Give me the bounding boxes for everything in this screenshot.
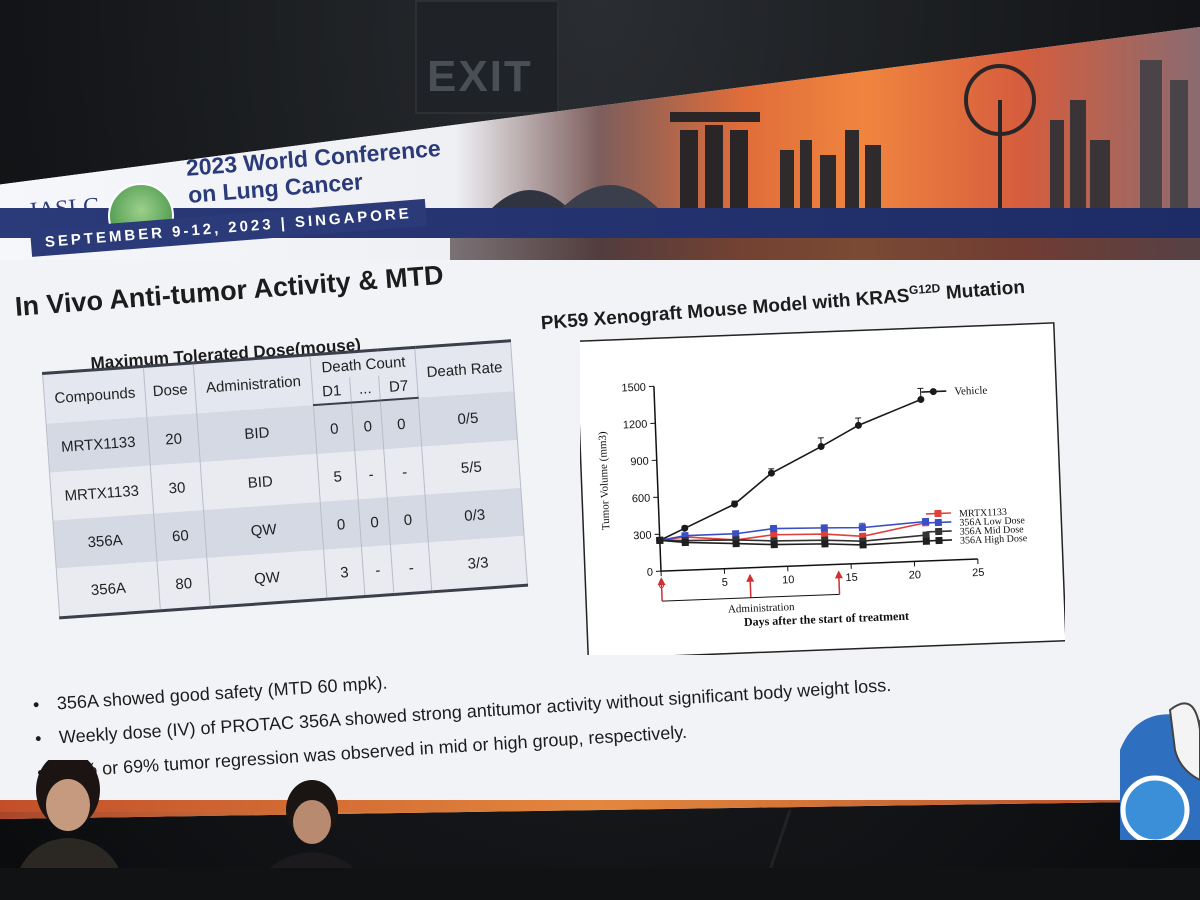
x-axis xyxy=(660,558,978,572)
x-tick-label: 10 xyxy=(782,574,795,586)
mtd-table: Compounds Dose Administration Death Coun… xyxy=(42,339,528,619)
legend-marker xyxy=(929,388,937,396)
data-point xyxy=(820,524,828,532)
panel-table-edge xyxy=(0,868,1200,900)
iaslc-logo-text: IASLC xyxy=(29,193,101,225)
data-point xyxy=(921,517,930,526)
cell-admin: QW xyxy=(203,501,324,558)
header-compounds: Compounds xyxy=(42,366,148,424)
data-point xyxy=(820,530,829,538)
cell-mid: - xyxy=(355,449,388,500)
header-administration: Administration xyxy=(193,354,314,414)
legend-marker xyxy=(934,518,942,527)
y-tick-label: 300 xyxy=(633,530,652,543)
mtd-table-body: MRTX1133 20 BID 0 0 0 0/5 MRTX1133 30 BI… xyxy=(46,391,528,618)
cell-dose: 60 xyxy=(153,510,207,562)
cell-d7: - xyxy=(383,446,426,498)
chart-frame xyxy=(580,322,1065,655)
cell-dose: 20 xyxy=(147,413,201,466)
y-tick-label: 1200 xyxy=(623,419,648,432)
cell-mid: 0 xyxy=(351,400,384,452)
cell-rate: 0/3 xyxy=(425,487,525,543)
data-point xyxy=(917,395,925,403)
tumor-volume-chart: 0300600900120015000510152025Tumor Volume… xyxy=(580,322,1065,655)
cell-admin: QW xyxy=(206,549,328,608)
x-tick-label: 25 xyxy=(972,567,985,579)
data-point xyxy=(770,540,778,549)
exit-sign-text: EXIT xyxy=(427,52,533,101)
chart-title-superscript: G12D xyxy=(908,280,941,298)
cell-d1: 3 xyxy=(323,547,366,600)
x-tick-label: 5 xyxy=(722,577,729,589)
data-point xyxy=(732,539,740,548)
cell-d7: 0 xyxy=(380,397,422,450)
data-point xyxy=(858,524,866,532)
administration-arrowhead xyxy=(746,573,755,582)
legend-label: 356A High Dose xyxy=(960,533,1028,547)
legend-marker xyxy=(934,509,942,518)
x-axis-label: Days after the start of treatment xyxy=(744,609,910,629)
data-point xyxy=(731,500,739,508)
legend-marker xyxy=(935,527,943,536)
legend-label: MRTX1133 xyxy=(959,507,1007,520)
cell-rate: 3/3 xyxy=(428,535,528,592)
y-tick-label: 0 xyxy=(647,566,654,578)
legend-marker xyxy=(935,536,943,545)
cell-mid: - xyxy=(361,545,395,597)
cell-rate: 0/5 xyxy=(418,391,518,447)
data-point xyxy=(922,537,930,545)
cell-dose: 80 xyxy=(157,557,211,611)
y-tick-label: 900 xyxy=(630,456,649,469)
data-point xyxy=(821,540,829,548)
data-point xyxy=(681,538,689,547)
data-point xyxy=(770,531,778,539)
cell-compound: 356A xyxy=(52,513,158,569)
y-tick-label: 1500 xyxy=(621,382,646,395)
header-dots: ... xyxy=(349,375,381,403)
data-point xyxy=(769,524,778,533)
header-death-rate: Death Rate xyxy=(414,340,514,398)
cell-d7: 0 xyxy=(387,494,429,546)
administration-label: Administration xyxy=(728,601,796,616)
data-point xyxy=(922,531,930,539)
cell-compound: MRTX1133 xyxy=(46,416,151,473)
cell-d1: 0 xyxy=(313,402,356,455)
y-axis-label: Tumor Volume (mm3) xyxy=(597,431,613,531)
data-point xyxy=(817,443,825,451)
data-point xyxy=(767,469,775,477)
header-d1: D1 xyxy=(311,377,352,406)
cell-d1: 5 xyxy=(317,451,359,502)
legend-label: 356A Mid Dose xyxy=(960,524,1025,537)
cell-rate: 5/5 xyxy=(421,440,521,495)
legend-label: 356A Low Dose xyxy=(959,515,1025,529)
data-point xyxy=(732,530,740,538)
administration-arrowhead xyxy=(657,577,666,586)
data-point xyxy=(681,524,689,532)
exit-sign: EXIT xyxy=(415,0,559,114)
administration-arrowhead xyxy=(834,570,843,579)
data-point xyxy=(854,421,862,429)
administration-bracket xyxy=(662,593,840,602)
cell-compound: MRTX1133 xyxy=(49,465,154,521)
data-point xyxy=(656,536,664,544)
cell-d1: 0 xyxy=(320,499,362,550)
header-dose: Dose xyxy=(143,362,197,417)
y-tick-label: 600 xyxy=(632,493,651,506)
cell-mid: 0 xyxy=(358,497,391,548)
mascot-illustration-icon xyxy=(1120,702,1200,840)
legend-label: Vehicle xyxy=(954,385,988,398)
chart-plot-group: 0300600900120015000510152025Tumor Volume… xyxy=(580,322,1065,655)
data-point xyxy=(859,541,867,549)
x-tick-label: 20 xyxy=(909,569,922,581)
cell-compound: 356A xyxy=(56,561,161,618)
cell-dose: 30 xyxy=(150,462,204,514)
cell-admin: BID xyxy=(196,405,318,463)
x-tick-label: 15 xyxy=(845,572,858,584)
header-d7: D7 xyxy=(378,372,419,401)
cell-d7: - xyxy=(390,542,433,595)
cell-admin: BID xyxy=(200,454,321,511)
